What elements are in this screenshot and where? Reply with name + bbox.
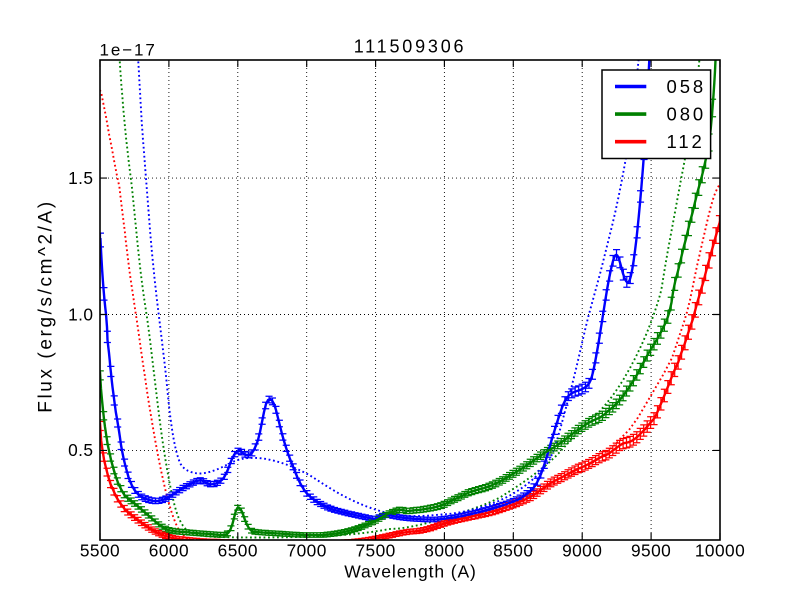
svg-text:0.5: 0.5 xyxy=(68,440,93,460)
svg-text:10000: 10000 xyxy=(695,541,745,561)
svg-text:1e−17: 1e−17 xyxy=(100,41,157,60)
svg-text:112: 112 xyxy=(667,131,705,152)
svg-text:8000: 8000 xyxy=(424,541,464,561)
svg-text:6000: 6000 xyxy=(149,541,189,561)
svg-text:7500: 7500 xyxy=(355,541,395,561)
svg-text:6500: 6500 xyxy=(218,541,258,561)
svg-text:5500: 5500 xyxy=(80,541,120,561)
svg-text:9500: 9500 xyxy=(631,541,671,561)
svg-text:058: 058 xyxy=(667,76,707,97)
svg-text:7000: 7000 xyxy=(287,541,327,561)
svg-text:080: 080 xyxy=(667,104,707,125)
svg-text:111509306: 111509306 xyxy=(354,37,467,57)
svg-text:8500: 8500 xyxy=(493,541,533,561)
svg-text:9000: 9000 xyxy=(562,541,602,561)
svg-text:Flux (erg/s/cm^2/A): Flux (erg/s/cm^2/A) xyxy=(36,199,57,413)
svg-text:1.5: 1.5 xyxy=(68,168,93,188)
svg-text:1.0: 1.0 xyxy=(68,304,93,324)
svg-text:Wavelength (A): Wavelength (A) xyxy=(344,562,477,582)
